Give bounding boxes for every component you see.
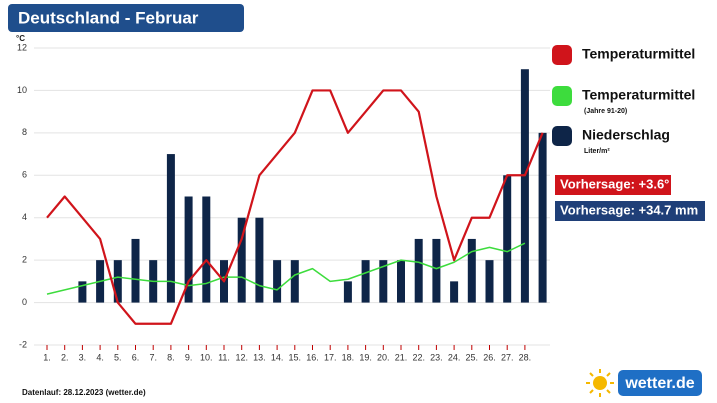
x-tick-label: 3. — [79, 352, 87, 362]
x-tick-label: 25. — [466, 352, 479, 362]
bar — [397, 260, 405, 303]
bar — [538, 132, 547, 303]
y-tick-label: 10 — [17, 85, 27, 95]
bar — [361, 260, 370, 303]
forecast-text: Vorhersage: +3.6° — [560, 176, 669, 191]
x-tick-label: 19. — [359, 352, 372, 362]
bar — [202, 196, 211, 303]
x-tick-label: 4. — [96, 352, 104, 362]
line — [46, 89, 544, 325]
logo-text: wetter.de — [624, 375, 694, 392]
legend-label: Temperaturmittel — [582, 87, 695, 103]
x-tick-label: 9. — [185, 352, 193, 362]
logo-box — [618, 370, 702, 396]
y-tick-label: 6 — [22, 170, 27, 180]
x-tick-label: 15. — [289, 352, 302, 362]
x-tick-label: 8. — [167, 352, 175, 362]
bar — [255, 217, 264, 303]
bar — [184, 196, 193, 303]
y-tick-label: 2 — [22, 255, 27, 265]
bar — [379, 260, 388, 303]
legend-label: Temperaturmittel — [582, 46, 695, 62]
title-box — [8, 4, 244, 32]
chart-title: Deutschland - Februar — [18, 8, 199, 27]
x-tick-label: 6. — [132, 352, 140, 362]
legend-swatch — [552, 45, 572, 65]
y-tick-label: 8 — [22, 127, 27, 137]
forecast-text: Vorhersage: +34.7 mm — [560, 202, 698, 217]
x-tick-label: 12. — [235, 352, 248, 362]
x-tick-label: 21. — [395, 352, 408, 362]
logo-sun — [586, 369, 614, 397]
legend-swatch — [552, 86, 572, 106]
x-tick-label: 16. — [306, 352, 319, 362]
x-tick-label: 22. — [412, 352, 425, 362]
bar — [503, 175, 512, 303]
x-tick-label: 23. — [430, 352, 443, 362]
x-tick-label: 10. — [200, 352, 213, 362]
y-tick-label: 12 — [17, 42, 27, 52]
bar — [131, 238, 140, 303]
x-tick-label: 13. — [253, 352, 266, 362]
x-tick-label: 20. — [377, 352, 390, 362]
y-unit: °C — [16, 34, 25, 43]
forecast-box — [555, 201, 705, 221]
x-tick-label: 7. — [149, 352, 157, 362]
x-tick-label: 18. — [342, 352, 355, 362]
bar — [343, 281, 352, 303]
footer: Datenlauf: 28.12.2023 (wetter.de) — [22, 388, 146, 397]
x-tick-label: 17. — [324, 352, 337, 362]
bar — [432, 238, 441, 303]
x-tick-label: 26. — [483, 352, 496, 362]
legend-swatch — [552, 126, 572, 146]
x-tick-label: 5. — [114, 352, 122, 362]
legend-note: Liter/m² — [584, 148, 610, 155]
bar — [414, 238, 423, 303]
x-tick-label: 27. — [501, 352, 514, 362]
bar — [166, 154, 175, 303]
line — [46, 242, 526, 295]
x-tick-label: 1. — [43, 352, 51, 362]
bar — [113, 260, 122, 303]
y-tick-label: 4 — [22, 212, 27, 222]
legend-note: (Jahre 91-20) — [584, 108, 627, 115]
x-tick-label: 11. — [218, 352, 230, 362]
bar — [273, 260, 282, 303]
bar — [78, 281, 87, 303]
x-tick-label: 2. — [61, 352, 69, 362]
y-tick-label: -2 — [19, 339, 27, 349]
bar — [450, 281, 459, 303]
x-tick-label: 24. — [448, 352, 461, 362]
forecast-box — [555, 175, 671, 195]
x-tick-label: 14. — [271, 352, 284, 362]
bar — [485, 260, 494, 303]
bar — [237, 217, 246, 303]
bar — [467, 238, 476, 303]
bar — [520, 69, 529, 303]
bar — [290, 260, 299, 303]
x-tick-label: 28. — [519, 352, 532, 362]
y-tick-label: 0 — [22, 297, 27, 307]
legend-label: Niederschlag — [582, 127, 670, 143]
